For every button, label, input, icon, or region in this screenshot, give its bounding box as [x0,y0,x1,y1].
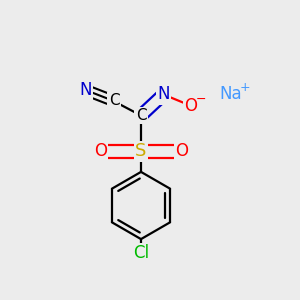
Text: −: − [196,92,206,106]
Text: Cl: Cl [133,244,149,262]
Text: +: + [240,81,251,94]
Text: O: O [94,142,107,160]
Text: O: O [184,97,197,115]
Text: Na: Na [220,85,242,103]
Text: N: N [79,81,92,99]
Text: S: S [135,142,147,160]
Text: O: O [175,142,188,160]
Text: C: C [136,108,146,123]
Text: N: N [157,85,170,103]
Text: C: C [109,93,119,108]
